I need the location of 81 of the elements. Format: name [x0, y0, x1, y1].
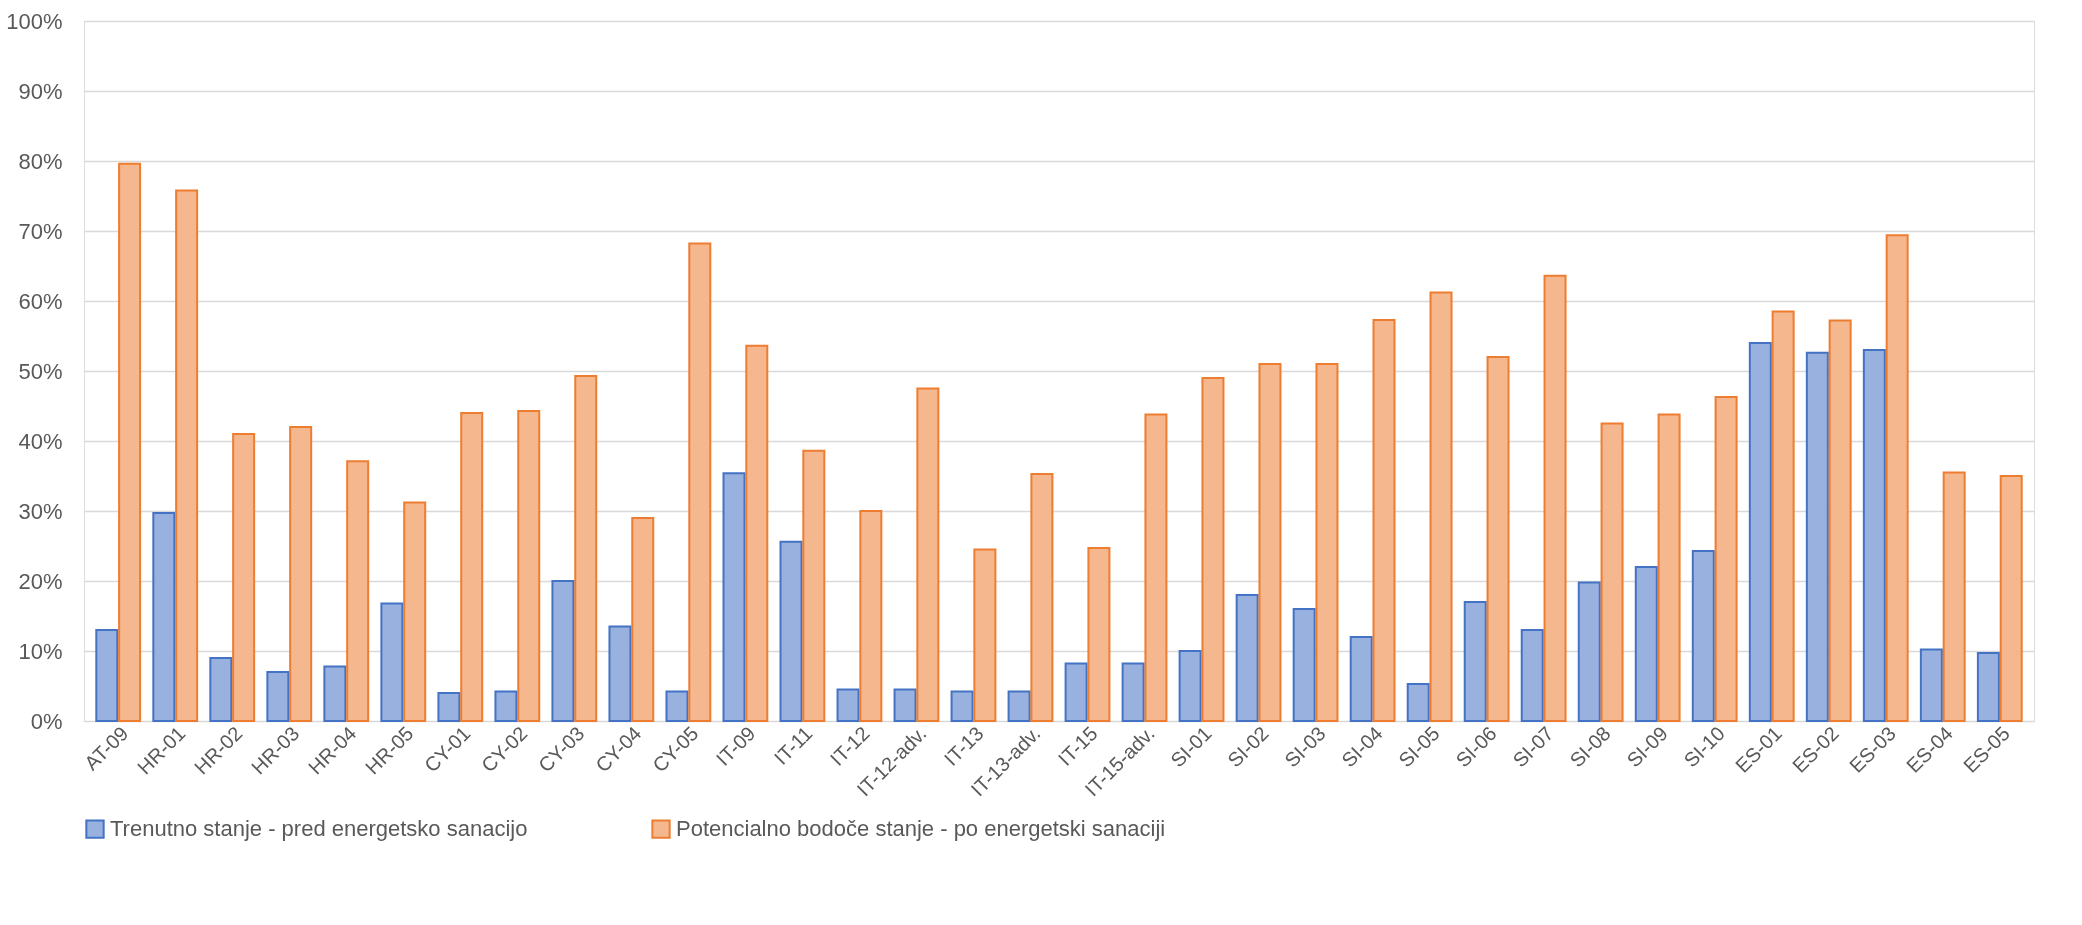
bar [973, 548, 997, 722]
bar [380, 602, 404, 722]
bar [836, 688, 860, 722]
bar [1201, 377, 1225, 722]
bar [551, 580, 575, 722]
bar [1885, 234, 1909, 722]
y-tick-label: 90% [18, 78, 63, 104]
bar [95, 629, 119, 722]
bar [1976, 652, 2000, 722]
y-tick-label: 70% [18, 218, 63, 244]
bar [460, 412, 484, 722]
bar [346, 460, 370, 722]
y-tick-label: 100% [6, 8, 63, 34]
bar [1771, 310, 1795, 722]
bar [232, 433, 256, 722]
bar [1030, 472, 1054, 722]
y-tick-label: 60% [18, 288, 63, 314]
bar [494, 690, 518, 722]
bar [1634, 566, 1658, 722]
bar [1600, 422, 1624, 722]
bar [289, 426, 313, 722]
bar [1919, 648, 1943, 722]
y-tick-label: 80% [18, 148, 63, 174]
bar [1657, 413, 1681, 722]
bar [1714, 395, 1738, 722]
bar [631, 517, 655, 722]
bar [1520, 629, 1544, 722]
bar [1064, 662, 1088, 722]
bar [1691, 549, 1715, 722]
bar [175, 189, 199, 722]
bar [893, 688, 917, 722]
bar [118, 162, 142, 722]
bar [1429, 291, 1453, 722]
bar [1862, 349, 1886, 722]
bar [1999, 475, 2023, 722]
bar [1007, 690, 1031, 722]
bar [1748, 342, 1772, 722]
bar [665, 690, 689, 722]
bar [1372, 318, 1396, 722]
bar [1258, 363, 1282, 722]
bar [1292, 608, 1316, 722]
legend-label: Trenutno stanje - pred energetsko sanacijo [110, 816, 528, 842]
bar [1349, 636, 1373, 722]
bar [152, 512, 176, 722]
bar [1235, 594, 1259, 722]
bar [1942, 471, 1966, 722]
bar [1463, 601, 1487, 722]
bar [688, 242, 712, 722]
bar [209, 657, 233, 722]
y-tick-label: 40% [18, 428, 63, 454]
bar [1577, 581, 1601, 722]
bar [1805, 351, 1829, 722]
y-tick-label: 20% [18, 568, 63, 594]
bar [859, 510, 883, 722]
y-tick-label: 10% [18, 638, 63, 664]
bar [437, 692, 461, 722]
bar [722, 472, 746, 722]
bar [1178, 650, 1202, 722]
legend-label: Potencialno bodoče stanje - po energetski sanaciji [676, 816, 1166, 842]
y-tick-label: 0% [30, 708, 63, 734]
bar [1543, 274, 1567, 722]
bar [403, 501, 427, 722]
bar [266, 671, 290, 722]
bar [1486, 356, 1510, 722]
bar [779, 540, 803, 722]
bar [1828, 319, 1852, 722]
bar [1121, 662, 1145, 722]
y-tick-label: 50% [18, 358, 63, 384]
bar [1144, 413, 1168, 722]
bar [916, 387, 940, 722]
bar [1406, 682, 1430, 722]
bar [1315, 363, 1339, 722]
bar [745, 344, 769, 722]
bar [517, 409, 541, 722]
bar [802, 449, 826, 722]
bar [574, 374, 598, 722]
bar [1087, 547, 1111, 722]
y-tick-label: 30% [18, 498, 63, 524]
bar [323, 665, 347, 722]
bar [950, 690, 974, 722]
bar [608, 625, 632, 722]
